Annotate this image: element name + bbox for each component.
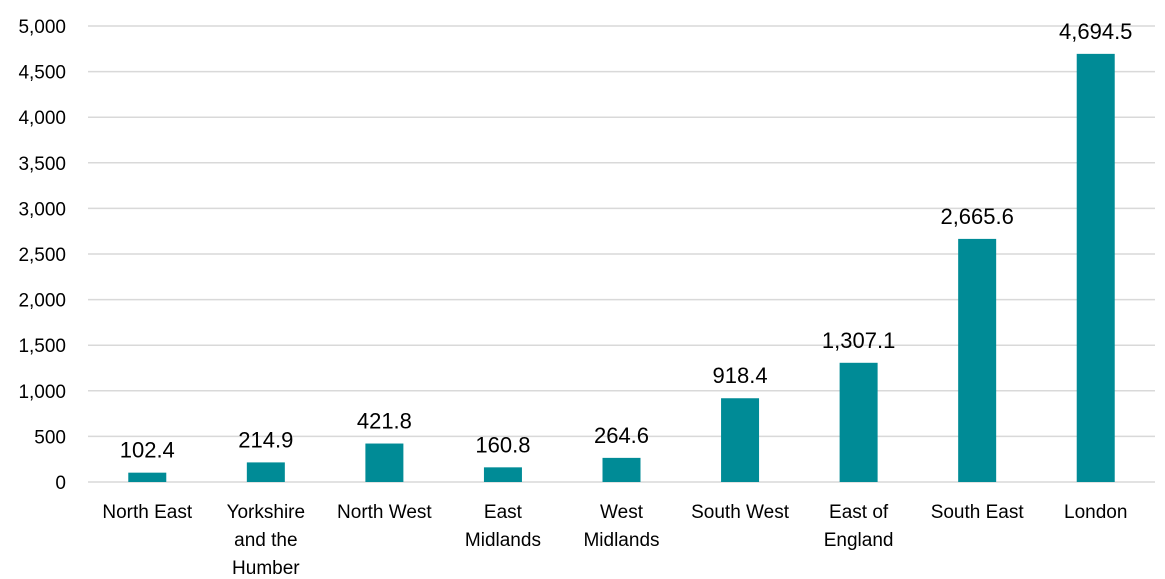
data-label: 918.4: [713, 363, 768, 388]
bar: [1076, 53, 1115, 482]
y-tick-label: 3,000: [18, 199, 66, 220]
x-tick-label-line: Yorkshire: [227, 502, 306, 523]
x-tick-label: North East: [102, 502, 192, 523]
y-tick-label: 4,500: [18, 63, 66, 84]
x-tick-label-line: East: [484, 502, 523, 523]
bar: [365, 443, 404, 482]
x-tick-label-line: South West: [691, 502, 790, 523]
x-tick-label-line: East of: [829, 502, 889, 523]
data-label: 102.4: [120, 438, 175, 463]
x-tick-label: East of England: [824, 502, 894, 551]
data-label: 214.9: [238, 427, 293, 452]
y-tick-label: 3,500: [18, 154, 66, 175]
bar: [128, 472, 167, 482]
x-tick-label: West Midlands: [583, 502, 659, 551]
bar: [602, 457, 641, 482]
x-tick-label-line: Midlands: [465, 530, 541, 551]
x-tick-label: Yorkshire and the Humber: [227, 502, 306, 579]
x-tick-label-line: England: [824, 530, 894, 551]
y-tick-label: 2,500: [18, 245, 66, 266]
x-axis-category-labels: North East Yorkshire and the Humber North We…: [102, 502, 1127, 579]
y-tick-label: 1,500: [18, 336, 66, 357]
x-tick-label-line: North West: [337, 502, 432, 523]
x-tick-label-line: and the: [234, 530, 297, 551]
data-label: 160.8: [475, 432, 530, 457]
x-tick-label-line: North East: [102, 502, 192, 523]
x-tick-label: South West: [691, 502, 790, 523]
data-label: 1,307.1: [822, 328, 895, 353]
data-label: 2,665.6: [940, 204, 1013, 229]
bar: [483, 467, 522, 482]
y-tick-label: 500: [34, 427, 66, 448]
x-tick-label-line: West: [600, 502, 644, 523]
bars: [128, 53, 1115, 482]
bar: [246, 462, 285, 482]
data-labels: 102.4 214.9 421.8 160.8 264.6 918.4 1,307.1 2,6…: [120, 19, 1133, 463]
y-tick-label: 1,000: [18, 382, 66, 403]
data-label: 264.6: [594, 423, 649, 448]
y-tick-label: 5,000: [18, 17, 66, 38]
x-tick-label: London: [1064, 502, 1127, 523]
gridlines: [88, 25, 1155, 483]
x-tick-label-line: Humber: [232, 558, 300, 579]
y-axis-tick-labels: 0 500 1,000 1,500 2,000 2,500 3,000 3,500 4,000 4…: [18, 17, 66, 494]
x-tick-label-line: London: [1064, 502, 1127, 523]
x-tick-label-line: Midlands: [583, 530, 659, 551]
y-tick-label: 0: [55, 473, 66, 494]
x-tick-label: South East: [931, 502, 1025, 523]
x-tick-label: North West: [337, 502, 432, 523]
x-tick-label: East Midlands: [465, 502, 541, 551]
bar: [839, 362, 878, 482]
data-label: 4,694.5: [1059, 19, 1132, 44]
y-tick-label: 2,000: [18, 291, 66, 312]
data-label: 421.8: [357, 409, 412, 434]
bar: [958, 238, 997, 482]
x-tick-label-line: South East: [931, 502, 1025, 523]
bar: [721, 398, 760, 482]
y-tick-label: 4,000: [18, 108, 66, 129]
